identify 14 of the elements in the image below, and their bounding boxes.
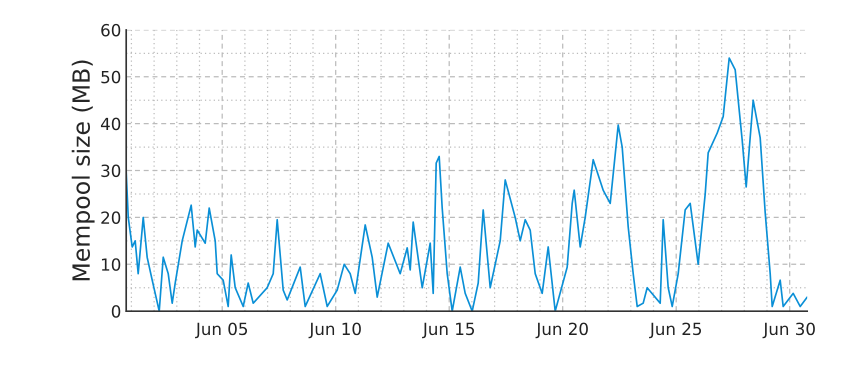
y-axis-title: Mempool size (MB) — [72, 60, 95, 280]
x-tick-label: Jun 10 — [308, 322, 361, 338]
x-tick-label: Jun 05 — [195, 322, 248, 338]
x-tick-label: Jun 20 — [536, 322, 588, 338]
y-tick-label: 50 — [101, 70, 120, 84]
y-tick-label: 20 — [101, 211, 120, 224]
y-tick-label: 0 — [112, 305, 120, 318]
y-tick-label: 30 — [101, 164, 120, 178]
x-tick-label: Jun 15 — [422, 322, 474, 338]
y-tick-label: 40 — [100, 118, 120, 130]
x-tick-label: Jun 25 — [649, 322, 702, 338]
y-tick-label: 10 — [102, 258, 120, 271]
x-tick-label: Jun 30 — [762, 322, 815, 338]
y-tick-label: 60 — [101, 24, 120, 36]
